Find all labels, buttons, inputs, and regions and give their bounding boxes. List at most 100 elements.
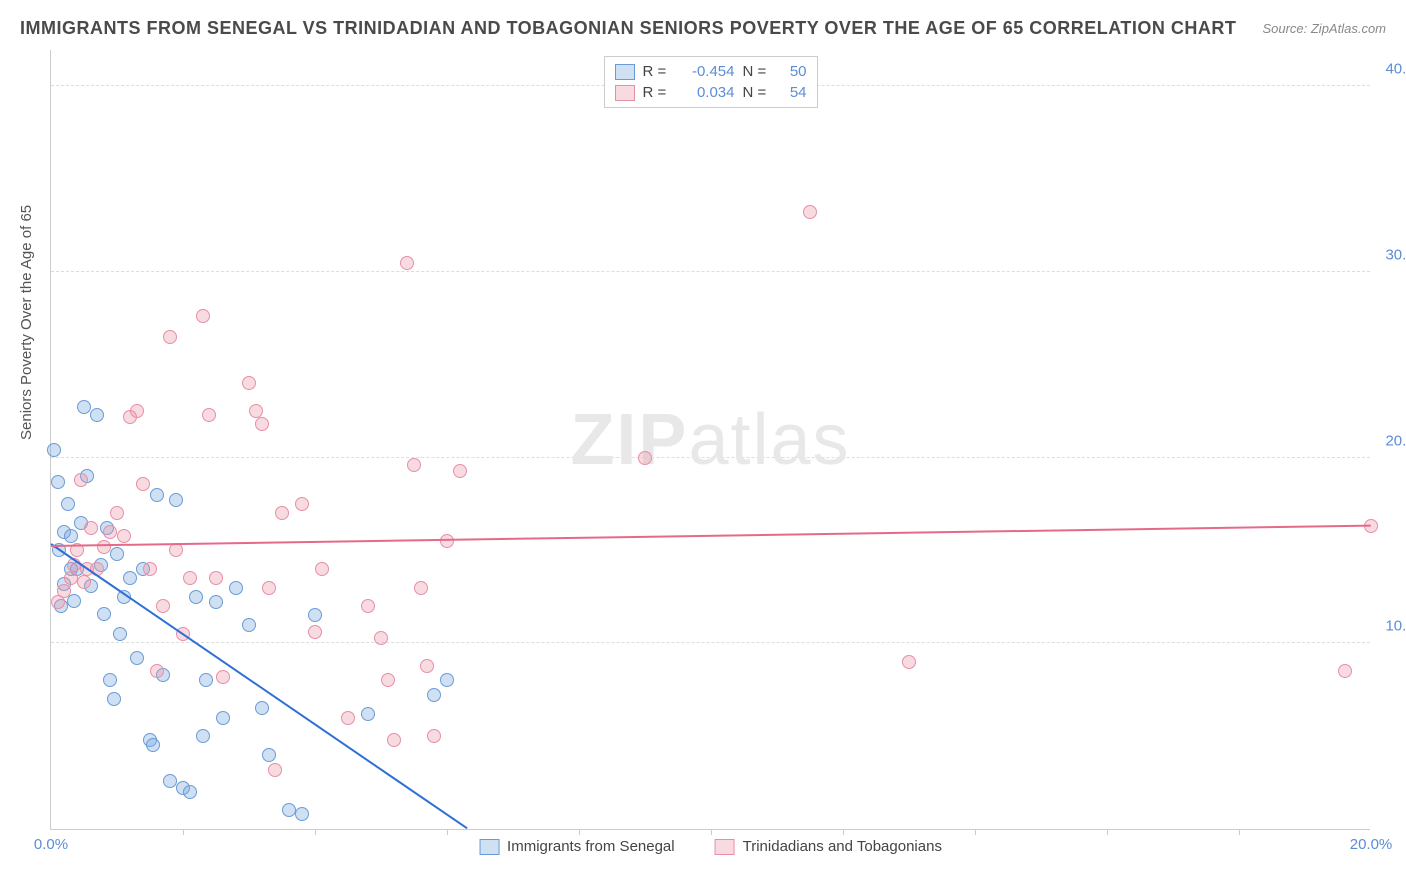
data-point [113,627,127,641]
legend-row-senegal: R = -0.454 N = 50 [615,61,807,82]
legend-n-value-trinidad: 54 [779,84,807,101]
legend-row-trinidad: R = 0.034 N = 54 [615,82,807,103]
legend-label-trinidad: Trinidadians and Tobagonians [743,838,942,855]
data-point [97,607,111,621]
data-point [150,488,164,502]
data-point [420,659,434,673]
data-point [414,581,428,595]
x-tick-mark [447,829,448,835]
data-point [110,506,124,520]
x-tick-mark [711,829,712,835]
data-point [136,477,150,491]
data-point [189,590,203,604]
source-attribution: Source: ZipAtlas.com [1262,21,1386,36]
data-point [255,417,269,431]
gridline [51,457,1370,458]
data-point [123,571,137,585]
data-point [216,670,230,684]
data-point [440,673,454,687]
data-point [440,534,454,548]
data-point [902,655,916,669]
data-point [156,599,170,613]
legend-r-label: R = [643,63,671,80]
data-point [249,404,263,418]
data-point [110,547,124,561]
data-point [61,497,75,511]
data-point [268,763,282,777]
legend-swatch-senegal [615,64,635,80]
data-point [427,729,441,743]
data-point [143,562,157,576]
data-point [242,618,256,632]
data-point [199,673,213,687]
y-tick-label: 10.0% [1385,618,1406,635]
data-point [361,599,375,613]
data-point [183,785,197,799]
legend-r-value-trinidad: 0.034 [679,84,735,101]
data-point [381,673,395,687]
x-tick-mark [315,829,316,835]
data-point [255,701,269,715]
trend-line [51,524,1371,546]
x-tick-mark [1107,829,1108,835]
legend-swatch-trinidad-icon [715,839,735,855]
data-point [295,807,309,821]
data-point [262,748,276,762]
data-point [262,581,276,595]
y-tick-label: 40.0% [1385,61,1406,78]
data-point [103,673,117,687]
data-point [407,458,421,472]
data-point [295,497,309,511]
data-point [400,256,414,270]
data-point [361,707,375,721]
legend-swatch-trinidad [615,85,635,101]
legend-r-label: R = [643,84,671,101]
data-point [74,473,88,487]
data-point [202,408,216,422]
data-point [90,408,104,422]
gridline [51,271,1370,272]
data-point [97,540,111,554]
data-point [64,571,78,585]
data-point [341,711,355,725]
data-point [57,584,71,598]
data-point [803,205,817,219]
data-point [196,729,210,743]
data-point [209,595,223,609]
data-point [1338,664,1352,678]
data-point [163,774,177,788]
data-point [308,608,322,622]
data-point [282,803,296,817]
chart-plot-area: ZIPatlas R = -0.454 N = 50 R = 0.034 N =… [50,50,1370,830]
legend-n-label: N = [743,84,771,101]
data-point [77,575,91,589]
series-legend: Immigrants from Senegal Trinidadians and… [479,838,942,855]
x-tick-label: 20.0% [1350,836,1393,853]
data-point [183,571,197,585]
data-point [84,521,98,535]
x-tick-label: 0.0% [34,836,68,853]
y-axis-label: Seniors Poverty Over the Age of 65 [18,205,35,440]
data-point [47,443,61,457]
data-point [427,688,441,702]
watermark: ZIPatlas [570,399,850,481]
data-point [64,529,78,543]
x-tick-mark [579,829,580,835]
x-tick-mark [183,829,184,835]
data-point [315,562,329,576]
data-point [169,493,183,507]
data-point [150,664,164,678]
legend-item-trinidad: Trinidadians and Tobagonians [715,838,942,855]
data-point [77,400,91,414]
data-point [387,733,401,747]
y-tick-label: 30.0% [1385,246,1406,263]
y-tick-label: 20.0% [1385,432,1406,449]
data-point [275,506,289,520]
legend-label-senegal: Immigrants from Senegal [507,838,675,855]
correlation-legend: R = -0.454 N = 50 R = 0.034 N = 54 [604,56,818,108]
data-point [374,631,388,645]
x-tick-mark [975,829,976,835]
data-point [453,464,467,478]
data-point [103,525,117,539]
legend-r-value-senegal: -0.454 [679,63,735,80]
